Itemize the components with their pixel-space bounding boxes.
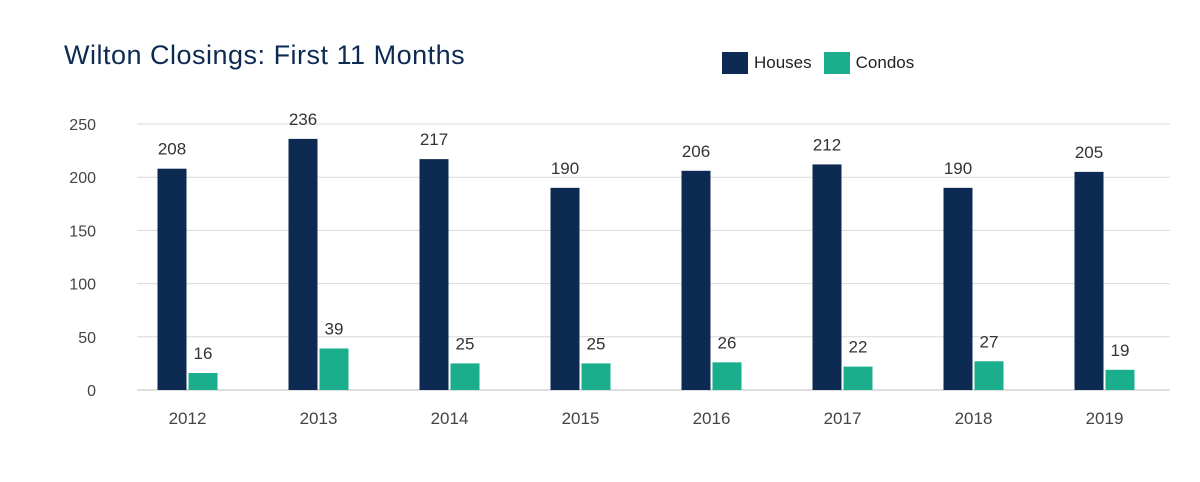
x-tick-label-2012: 2012	[169, 409, 207, 428]
x-tick-label-2013: 2013	[300, 409, 338, 428]
x-tick-label-2019: 2019	[1086, 409, 1124, 428]
data-label-houses-2017: 212	[813, 135, 841, 154]
bar-houses-2013	[288, 138, 318, 390]
bar-condos-2016	[712, 362, 742, 390]
y-tick-label-100: 100	[69, 277, 96, 294]
bar-condos-2017	[843, 366, 873, 390]
y-tick-label-150: 150	[69, 223, 96, 240]
legend: Houses Condos	[722, 52, 926, 74]
data-label-condos-2015: 25	[587, 334, 606, 353]
data-label-condos-2019: 19	[1111, 341, 1130, 360]
data-label-houses-2014: 217	[420, 130, 448, 149]
data-label-houses-2012: 208	[158, 140, 186, 159]
data-label-condos-2012: 16	[194, 344, 213, 363]
bar-houses-2014	[419, 159, 449, 390]
bar-houses-2017	[812, 164, 842, 390]
bar-houses-2016	[681, 170, 711, 390]
data-label-houses-2015: 190	[551, 159, 579, 178]
x-tick-label-2014: 2014	[431, 409, 469, 428]
bar-condos-2019	[1105, 369, 1135, 390]
y-tick-label-0: 0	[87, 383, 96, 400]
data-label-houses-2019: 205	[1075, 143, 1103, 162]
data-label-condos-2014: 25	[456, 334, 475, 353]
data-label-houses-2018: 190	[944, 159, 972, 178]
x-tick-label-2016: 2016	[693, 409, 731, 428]
bar-houses-2019	[1074, 171, 1104, 390]
legend-item-condos: Condos	[823, 52, 915, 74]
legend-item-houses: Houses	[722, 52, 812, 74]
bar-condos-2013	[319, 348, 349, 390]
data-label-houses-2013: 236	[289, 110, 317, 129]
bar-condos-2012	[188, 372, 218, 390]
data-label-condos-2018: 27	[980, 332, 999, 351]
x-tick-label-2018: 2018	[955, 409, 993, 428]
legend-label-condos: Condos	[855, 53, 915, 72]
bar-condos-2015	[581, 363, 611, 390]
data-label-condos-2016: 26	[718, 333, 737, 352]
y-tick-label-200: 200	[69, 170, 96, 187]
legend-swatch-houses	[722, 52, 748, 74]
bar-condos-2014	[450, 363, 480, 390]
x-tick-label-2015: 2015	[562, 409, 600, 428]
y-tick-label-250: 250	[69, 117, 96, 134]
legend-label-houses: Houses	[754, 53, 812, 72]
legend-swatch-condos	[823, 52, 850, 74]
bar-houses-2015	[550, 187, 580, 390]
x-tick-label-2017: 2017	[824, 409, 862, 428]
bar-houses-2018	[943, 187, 973, 390]
data-label-houses-2016: 206	[682, 142, 710, 161]
bar-condos-2018	[974, 361, 1004, 390]
y-tick-label-50: 50	[78, 330, 96, 347]
bar-houses-2012	[157, 168, 187, 390]
chart-title: Wilton Closings: First 11 Months	[64, 40, 466, 70]
data-label-condos-2013: 39	[325, 320, 344, 339]
data-label-condos-2017: 22	[849, 338, 868, 357]
